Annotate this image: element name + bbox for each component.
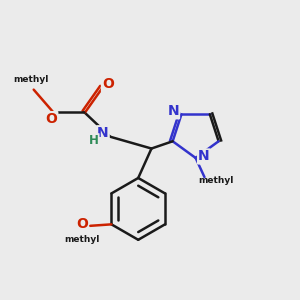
Text: N: N [198,149,210,164]
Text: O: O [76,217,88,231]
Text: N: N [167,104,179,118]
Text: O: O [102,77,114,91]
Text: N: N [97,126,109,140]
Text: H: H [89,134,99,147]
Text: methyl: methyl [13,75,48,84]
Text: methyl: methyl [64,235,100,244]
Text: O: O [45,112,57,126]
Text: N: N [167,104,179,118]
Text: N: N [97,126,109,140]
Text: N: N [198,149,210,164]
Text: H: H [89,134,99,147]
Text: O: O [76,217,88,231]
Text: O: O [102,77,114,91]
Text: methyl: methyl [198,176,233,184]
Text: O: O [45,112,57,126]
